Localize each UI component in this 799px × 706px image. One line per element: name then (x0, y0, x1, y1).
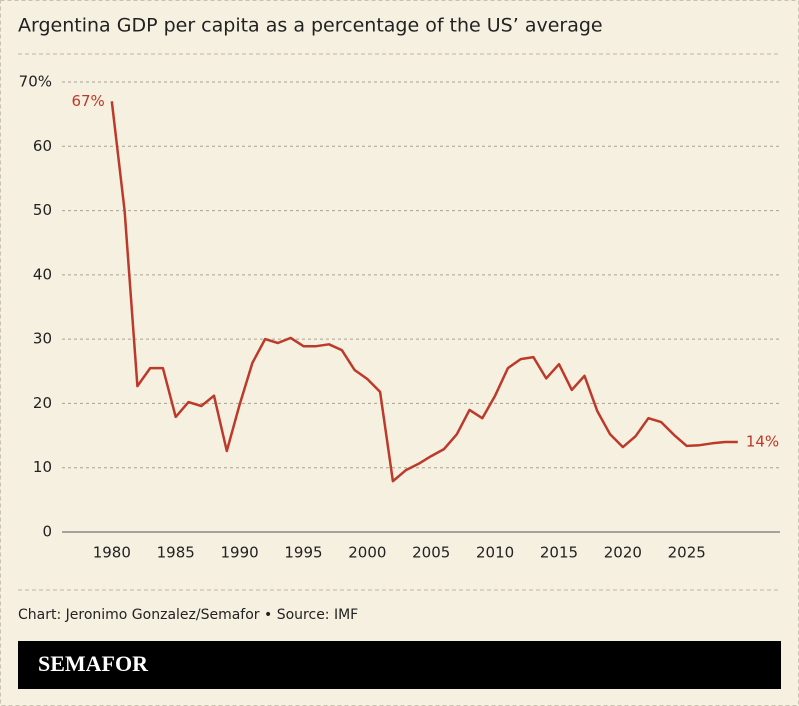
y-tick-label: 20 (33, 394, 52, 412)
brand-bar (18, 641, 781, 689)
data-line (110, 101, 738, 483)
x-tick-label: 2005 (412, 544, 450, 562)
x-tick-label: 2000 (348, 544, 386, 562)
x-tick-label: 2015 (540, 544, 578, 562)
y-tick-label: 0 (42, 523, 52, 541)
y-tick-label: 10 (33, 458, 52, 476)
y-tick-label: 30 (33, 330, 52, 348)
x-tick-label: 2010 (476, 544, 514, 562)
brand: SEMAFOR (38, 651, 149, 676)
y-tick-label: 70% (19, 73, 52, 91)
chart-title: Argentina GDP per capita as a percentage… (18, 15, 603, 37)
x-tick-label: 2025 (668, 544, 706, 562)
x-tick-label: 1985 (157, 544, 195, 562)
value-label: 14% (746, 433, 779, 451)
x-tick-label: 1995 (284, 544, 322, 562)
source: Chart: Jeronimo Gonzalez/Semafor • Sourc… (18, 607, 358, 623)
x-tick-label: 2020 (604, 544, 642, 562)
y-tick-label: 60 (33, 137, 52, 155)
y-tick-label: 50 (33, 201, 52, 219)
x-tick-label: 1990 (220, 544, 258, 562)
value-label: 67% (71, 92, 104, 110)
y-tick-label: 40 (33, 265, 52, 283)
x-tick-label: 1980 (93, 544, 131, 562)
